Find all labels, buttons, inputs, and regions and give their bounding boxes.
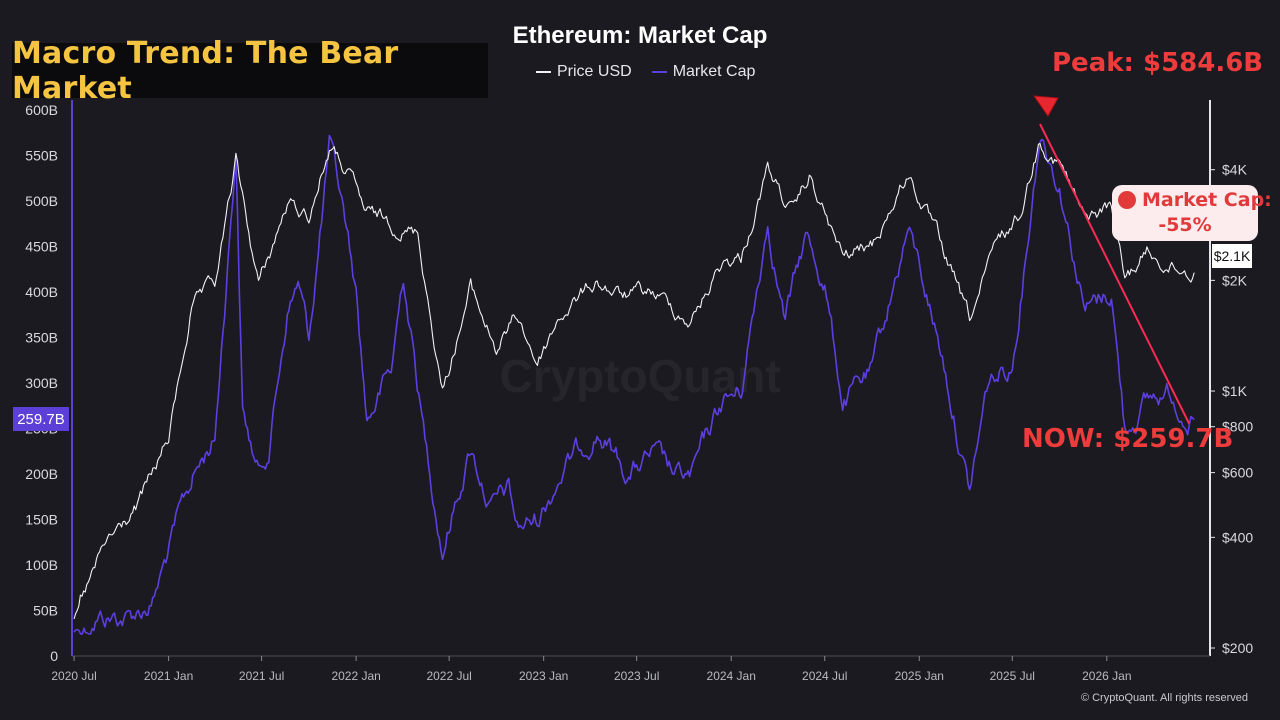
legend-swatch-price (536, 71, 551, 73)
x-tick-label: 2021 Jul (239, 669, 284, 683)
now-label: NOW: $259.7B (1022, 424, 1234, 454)
peak-label: Peak: $584.6B (1052, 48, 1264, 78)
headline-text: Macro Trend: The Bear Market (12, 35, 399, 106)
headline-banner: Macro Trend: The Bear Market (12, 36, 488, 106)
chart-legend: Price USD Market Cap (536, 63, 755, 81)
drawdown-callout-value: -55% (1158, 214, 1212, 236)
drawdown-callout: Market Cap: -55% (1112, 185, 1272, 241)
legend-swatch-market-cap (651, 71, 667, 73)
y-left-tick-label: 550B (25, 148, 58, 164)
y-right-tick-label: $200 (1222, 640, 1253, 656)
current-market-cap-badge: 259.7B (13, 407, 69, 431)
price-line (73, 142, 1195, 620)
drawdown-callout-line1: Market Cap: (1118, 189, 1272, 211)
x-tick-label: 2020 Jul (51, 669, 96, 683)
y-left-tick-label: 400B (25, 284, 58, 300)
y-right-tick-label: $600 (1222, 465, 1253, 481)
legend-item-market-cap[interactable]: Market Cap (651, 63, 756, 81)
x-tick-label: 2024 Jan (707, 669, 756, 683)
y-right-tick-label: $2K (1222, 272, 1248, 288)
red-dot-icon (1118, 191, 1136, 209)
y-left-tick-label: 300B (25, 375, 58, 391)
watermark: CryptoQuant (499, 350, 780, 402)
x-tick-label: 2024 Jul (802, 669, 847, 683)
x-tick-label: 2021 Jan (144, 669, 193, 683)
x-tick-label: 2025 Jul (990, 669, 1035, 683)
current-price-badge: $2.1K (1212, 244, 1252, 268)
drawdown-callout-label: Market Cap: (1142, 189, 1272, 211)
y-left-tick-label: 50B (33, 603, 58, 619)
peak-arrow-icon (1032, 95, 1059, 117)
market-cap-line (73, 134, 1195, 635)
x-tick-label: 2022 Jan (331, 669, 380, 683)
y-right-tick-label: $800 (1222, 419, 1253, 435)
legend-item-price[interactable]: Price USD (536, 63, 632, 81)
x-tick-label: 2022 Jul (426, 669, 471, 683)
y-left-tick-label: 0 (50, 648, 58, 664)
y-left-tick-label: 600B (25, 102, 58, 118)
x-tick-label: 2023 Jan (519, 669, 568, 683)
y-left-tick-label: 150B (25, 512, 58, 528)
x-tick-label: 2023 Jul (614, 669, 659, 683)
y-left-tick-label: 500B (25, 193, 58, 209)
downtrend-line (1039, 123, 1191, 425)
chart-title: Ethereum: Market Cap (512, 22, 768, 49)
x-tick-label: 2026 Jan (1082, 669, 1131, 683)
y-right-tick-label: $400 (1222, 529, 1253, 545)
y-left-tick-label: 200B (25, 466, 58, 482)
y-right-tick-label: $4K (1222, 162, 1248, 178)
y-left-tick-label: 450B (25, 239, 58, 255)
y-left-tick-label: 100B (25, 557, 58, 573)
legend-label-market-cap: Market Cap (672, 63, 756, 80)
legend-label-price: Price USD (557, 63, 632, 80)
y-right-tick-label: $1K (1222, 383, 1248, 399)
y-left-tick-label: 350B (25, 330, 58, 346)
copyright-text: © CryptoQuant. All rights reserved (1080, 692, 1248, 704)
x-tick-label: 2025 Jan (895, 669, 944, 683)
